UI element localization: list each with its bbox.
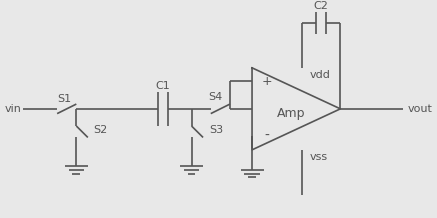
- Text: vss: vss: [310, 152, 328, 162]
- Text: S3: S3: [209, 125, 223, 135]
- Text: S1: S1: [57, 94, 71, 104]
- Text: C1: C1: [156, 81, 170, 91]
- Text: vin: vin: [5, 104, 21, 114]
- Text: -: -: [264, 129, 269, 143]
- Text: vout: vout: [408, 104, 433, 114]
- Text: S2: S2: [94, 125, 108, 135]
- Text: S4: S4: [208, 92, 223, 102]
- Text: C2: C2: [314, 1, 329, 11]
- Text: Amp: Amp: [277, 107, 305, 120]
- Text: +: +: [261, 75, 272, 88]
- Text: vdd: vdd: [310, 70, 330, 80]
